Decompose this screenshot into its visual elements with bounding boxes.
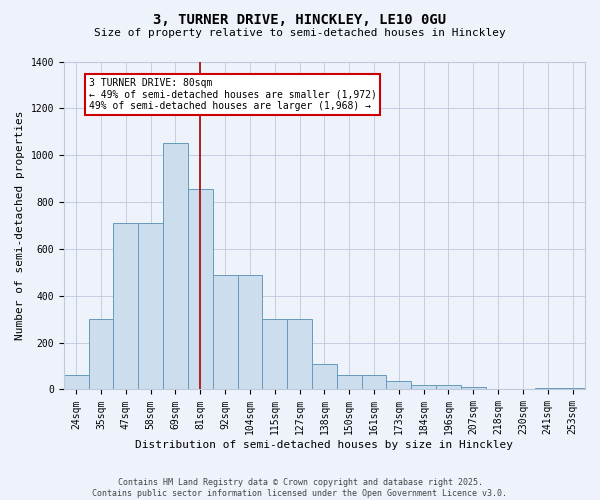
- Bar: [113, 223, 138, 390]
- Bar: [312, 364, 337, 390]
- Bar: [461, 387, 486, 390]
- Text: 3 TURNER DRIVE: 80sqm
← 49% of semi-detached houses are smaller (1,972)
49% of s: 3 TURNER DRIVE: 80sqm ← 49% of semi-deta…: [89, 78, 376, 111]
- Bar: [163, 144, 188, 390]
- Y-axis label: Number of semi-detached properties: Number of semi-detached properties: [15, 110, 25, 340]
- Bar: [535, 388, 560, 390]
- Bar: [362, 374, 386, 390]
- Bar: [262, 319, 287, 390]
- Bar: [238, 274, 262, 390]
- Bar: [386, 382, 411, 390]
- Text: Size of property relative to semi-detached houses in Hinckley: Size of property relative to semi-detach…: [94, 28, 506, 38]
- Bar: [436, 385, 461, 390]
- Bar: [64, 376, 89, 390]
- Bar: [212, 274, 238, 390]
- Bar: [287, 319, 312, 390]
- Text: 3, TURNER DRIVE, HINCKLEY, LE10 0GU: 3, TURNER DRIVE, HINCKLEY, LE10 0GU: [154, 12, 446, 26]
- Bar: [560, 388, 585, 390]
- Bar: [411, 385, 436, 390]
- Bar: [337, 374, 362, 390]
- X-axis label: Distribution of semi-detached houses by size in Hinckley: Distribution of semi-detached houses by …: [136, 440, 514, 450]
- Text: Contains HM Land Registry data © Crown copyright and database right 2025.
Contai: Contains HM Land Registry data © Crown c…: [92, 478, 508, 498]
- Bar: [89, 319, 113, 390]
- Bar: [138, 223, 163, 390]
- Bar: [188, 189, 212, 390]
